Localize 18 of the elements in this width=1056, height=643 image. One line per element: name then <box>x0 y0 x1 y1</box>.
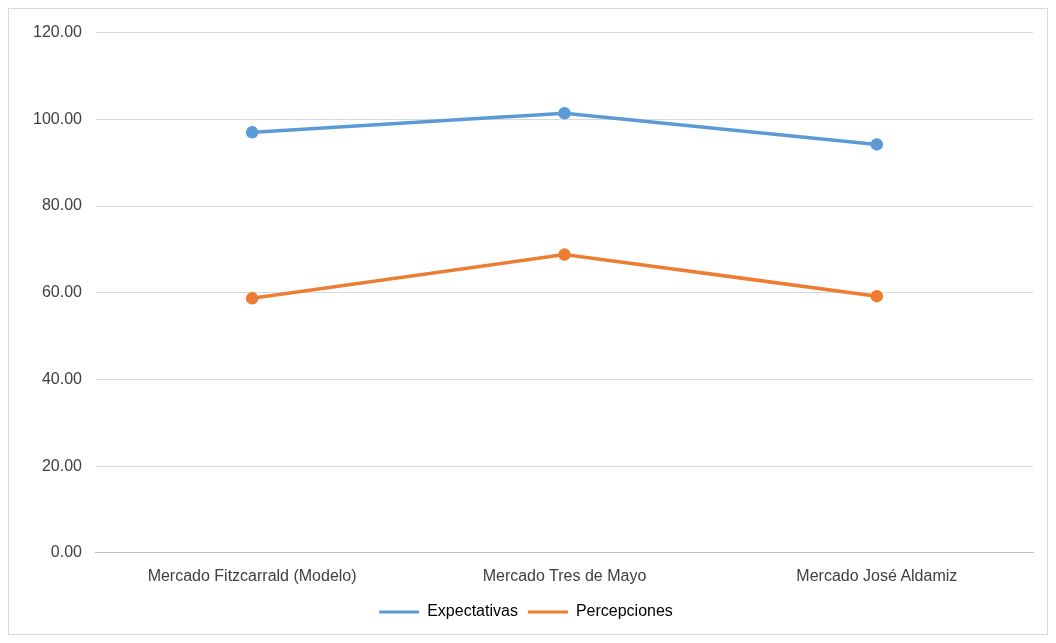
point <box>558 106 571 120</box>
y-tick-label: 0.00 <box>50 543 83 561</box>
point <box>245 126 259 139</box>
y-tick-label: 40.00 <box>41 369 83 387</box>
point <box>870 289 884 303</box>
y-tick-label: 100.00 <box>33 109 83 127</box>
x-tick-label: Mercado Fitzcarrald (Modelo) <box>147 566 357 584</box>
y-tick-label: 60.00 <box>41 283 83 301</box>
y-tick-label: 80.00 <box>41 196 83 214</box>
point <box>870 138 884 151</box>
legend-label: Expectativas <box>427 602 518 620</box>
x-tick-label: Mercado Tres de Mayo <box>482 566 647 584</box>
point <box>558 248 571 261</box>
y-tick-label: 120.00 <box>33 23 83 41</box>
legend-label: Percepciones <box>575 602 673 620</box>
y-tick-label: 20.00 <box>41 456 83 474</box>
point <box>245 292 259 305</box>
x-tick-label: Mercado José Aldamiz <box>796 566 958 584</box>
